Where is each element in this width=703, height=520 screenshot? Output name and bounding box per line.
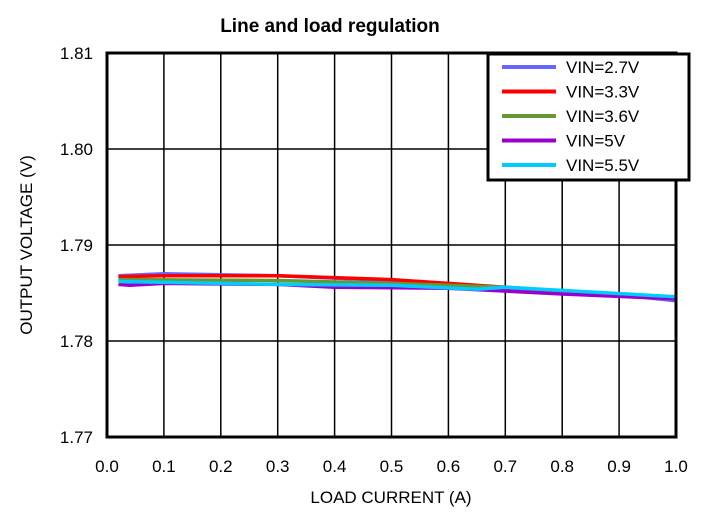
x-tick-label: 0.2 bbox=[209, 457, 233, 476]
plot-frame bbox=[105, 51, 678, 439]
y-tick-label: 1.78 bbox=[60, 332, 93, 351]
y-axis-label: OUTPUT VOLTAGE (V) bbox=[17, 155, 36, 334]
legend-entry: VIN=3.3V bbox=[566, 83, 640, 102]
x-tick-label: 0.1 bbox=[152, 457, 176, 476]
chart-title: Line and load regulation bbox=[220, 16, 440, 37]
legend-entry: VIN=3.6V bbox=[566, 107, 640, 126]
legend: VIN=2.7V VIN=3.3V VIN=3.6V VIN=5V VIN=5.5V bbox=[486, 52, 691, 182]
y-tick-label: 1.81 bbox=[60, 44, 93, 63]
x-tick-label: 0.4 bbox=[323, 457, 347, 476]
x-axis-label: LOAD CURRENT (A) bbox=[310, 488, 471, 507]
x-tick-label: 0.3 bbox=[266, 457, 290, 476]
y-tick-label: 1.79 bbox=[60, 236, 93, 255]
series-line-4 bbox=[118, 279, 677, 299]
x-tick-label: 0.9 bbox=[607, 457, 631, 476]
x-tick-label: 0.0 bbox=[95, 457, 119, 476]
legend-entry: VIN=5.5V bbox=[566, 156, 640, 175]
x-tick-label: 0.6 bbox=[437, 457, 461, 476]
x-tick-label: 1.0 bbox=[664, 457, 688, 476]
x-tick-label: 0.7 bbox=[493, 457, 517, 476]
y-tick-label: 1.77 bbox=[60, 428, 93, 447]
x-tick-label: 0.8 bbox=[550, 457, 574, 476]
legend-entry: VIN=2.7V bbox=[566, 58, 640, 77]
y-tick-label: 1.80 bbox=[60, 140, 93, 159]
x-tick-label: 0.5 bbox=[380, 457, 404, 476]
legend-entry: VIN=5V bbox=[566, 132, 626, 151]
